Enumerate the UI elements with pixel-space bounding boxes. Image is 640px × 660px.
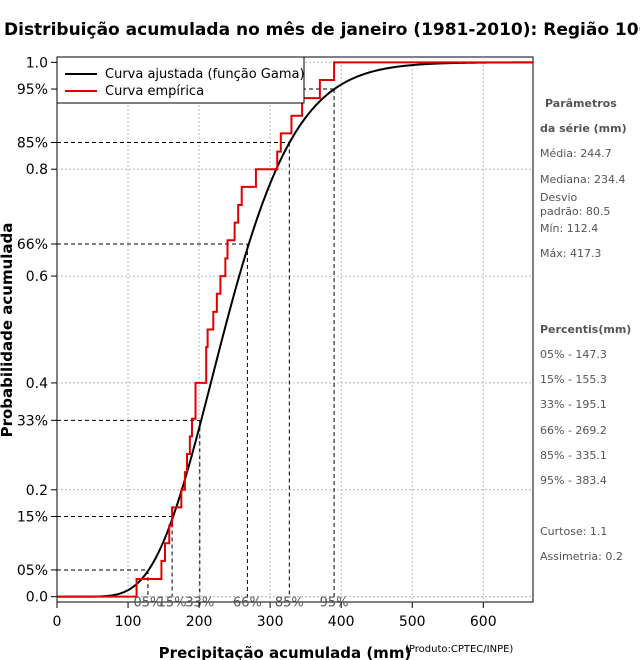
y-tick-label-5: 0.4 [26,376,48,392]
y-axis-label: Probabilidade acumulada [0,223,16,438]
percentile-label-85%: 85% [275,596,304,611]
percentile-label-66%: 66% [233,596,262,611]
y-axis-ticks: 0.0 05% 15% 0.2 33% 0.4 0.6 66% 0.8 85% 95% 1.0 [17,55,57,606]
y-tick-label-10: 95% [17,82,48,98]
y-tick-label-0: 0.0 [26,590,48,606]
stat-min: Mín: 112.4 [540,222,598,235]
y-tick-label-8: 0.8 [26,162,48,178]
y-tick-label-9: 85% [17,135,48,151]
stat-assimetria: Assimetria: 0.2 [540,550,623,563]
percentil-05: 05% - 147.3 [540,348,607,361]
percentile-label-95%: 95% [320,596,349,611]
y-tick-label-2: 15% [17,510,48,526]
y-tick-label-3: 0.2 [26,483,48,499]
stat-max: Máx: 417.3 [540,247,601,260]
x-tick-label-300: 300 [257,614,284,630]
series-layer [57,61,533,598]
params-heading-1: Parâmetros [545,97,617,110]
x-tick-label-100: 100 [115,614,142,630]
stat-curtose: Curtose: 1.1 [540,525,607,538]
y-tick-label-4: 33% [17,413,48,429]
percentile-reference-lines [57,88,335,597]
percentile-label-15%: 15% [158,596,187,611]
y-tick-label-11: 1.0 [26,55,48,71]
stat-media: Média: 244.7 [540,147,612,160]
stat-desvio-2: padrão: 80.5 [540,205,610,218]
percentile-label-33%: 33% [185,596,214,611]
credit-label: (Produto:CPTEC/INPE) [405,644,513,655]
chart-title: Distribuição acumulada no mês de janeiro… [4,20,640,40]
grid [57,57,533,602]
params-heading-2: da série (mm) [540,122,627,135]
legend: Curva ajustada (função Gama) Curva empír… [56,56,305,104]
percentile-labels: 05%15%33% 66% 85% 95% [133,596,348,611]
percentil-66: 66% - 269.2 [540,424,607,437]
stat-desvio-1: Desvio [540,191,578,204]
stat-mediana: Mediana: 234.4 [540,173,625,186]
percentis-heading: Percentis(mm) [540,323,631,336]
percentil-33: 33% - 195.1 [540,398,607,411]
legend-label-gamma: Curva ajustada (função Gama) [105,67,305,82]
y-tick-label-1: 05% [17,563,48,579]
legend-box [56,56,305,104]
side-panel: Parâmetros da série (mm) Média: 244.7 Me… [540,97,631,563]
x-tick-label-400: 400 [328,614,355,630]
x-tick-label-500: 500 [399,614,426,630]
x-tick-label-200: 200 [186,614,213,630]
y-tick-label-7: 66% [17,237,48,253]
x-tick-label-600: 600 [470,614,497,630]
percentil-85: 85% - 335.1 [540,449,607,462]
y-tick-label-6: 0.6 [26,269,48,285]
percentile-label-05%: 05% [133,596,162,611]
series-line-empirical [57,61,533,598]
x-axis-label: Precipitação acumulada (mm) [159,644,412,660]
percentil-15: 15% - 155.3 [540,373,607,386]
x-tick-label-0: 0 [53,614,62,630]
percentil-95: 95% - 383.4 [540,474,607,487]
x-axis-ticks: 0 100 200 300 400 500 600 [53,602,497,630]
legend-label-empirical: Curva empírica [105,84,204,99]
